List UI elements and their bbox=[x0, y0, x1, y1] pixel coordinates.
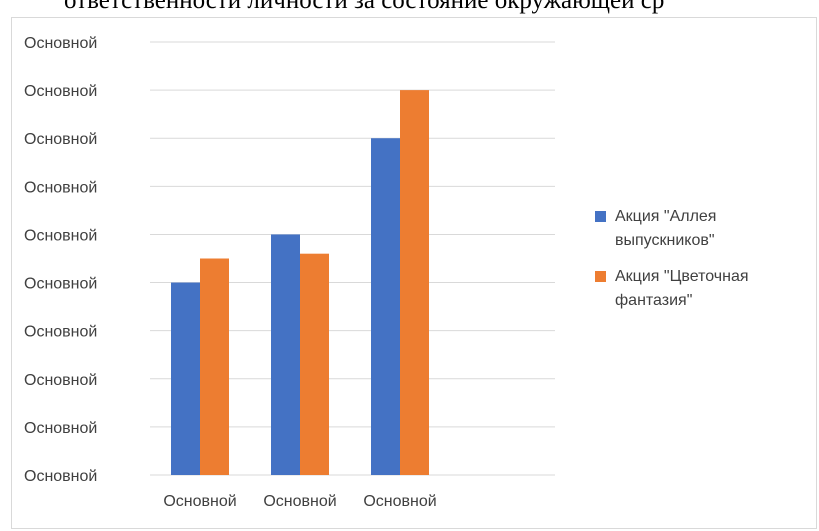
y-tick-label: Основной bbox=[24, 276, 97, 293]
y-tick-label: Основной bbox=[24, 324, 97, 341]
bars bbox=[171, 90, 429, 475]
bar-series-1-cat-2 bbox=[271, 234, 300, 475]
legend-swatch-orange bbox=[595, 271, 606, 282]
bar-series-2-cat-3 bbox=[400, 90, 429, 475]
y-tick-label: Основной bbox=[24, 179, 97, 196]
bar-series-2-cat-2 bbox=[300, 253, 329, 475]
x-tick-label: Основной bbox=[163, 493, 236, 510]
bar-series-1-cat-1 bbox=[171, 282, 200, 475]
y-tick-label: Основной bbox=[24, 131, 97, 148]
x-tick-label: Основной bbox=[263, 493, 336, 510]
y-tick-label: Основной bbox=[24, 372, 97, 389]
bar-series-1-cat-3 bbox=[371, 138, 400, 475]
legend-item-series-1: Акция "Аллея выпускников" bbox=[595, 205, 815, 253]
legend-label-series-2: Акция "Цветочная фантазия" bbox=[615, 268, 749, 309]
y-tick-label: Основной bbox=[24, 420, 97, 437]
legend-label-series-1: Акция "Аллея выпускников" bbox=[615, 208, 717, 249]
y-axis-tick-labels: Основной Основной Основной Основной Основной… bbox=[24, 35, 97, 485]
y-tick-label: Основной bbox=[24, 35, 97, 52]
y-tick-label: Основной bbox=[24, 227, 97, 244]
bar-series-2-cat-1 bbox=[200, 258, 229, 475]
x-tick-label: Основной bbox=[363, 493, 436, 510]
legend: Акция "Аллея выпускников" Акция "Цветочн… bbox=[595, 205, 815, 325]
y-tick-label: Основной bbox=[24, 83, 97, 100]
y-tick-label: Основной bbox=[24, 468, 97, 485]
legend-item-series-2: Акция "Цветочная фантазия" bbox=[595, 265, 815, 313]
legend-swatch-blue bbox=[595, 211, 606, 222]
document-text-fragment: ответственности личности за состояние ок… bbox=[64, 0, 665, 14]
x-axis-tick-labels: Основной Основной Основной bbox=[163, 493, 436, 510]
